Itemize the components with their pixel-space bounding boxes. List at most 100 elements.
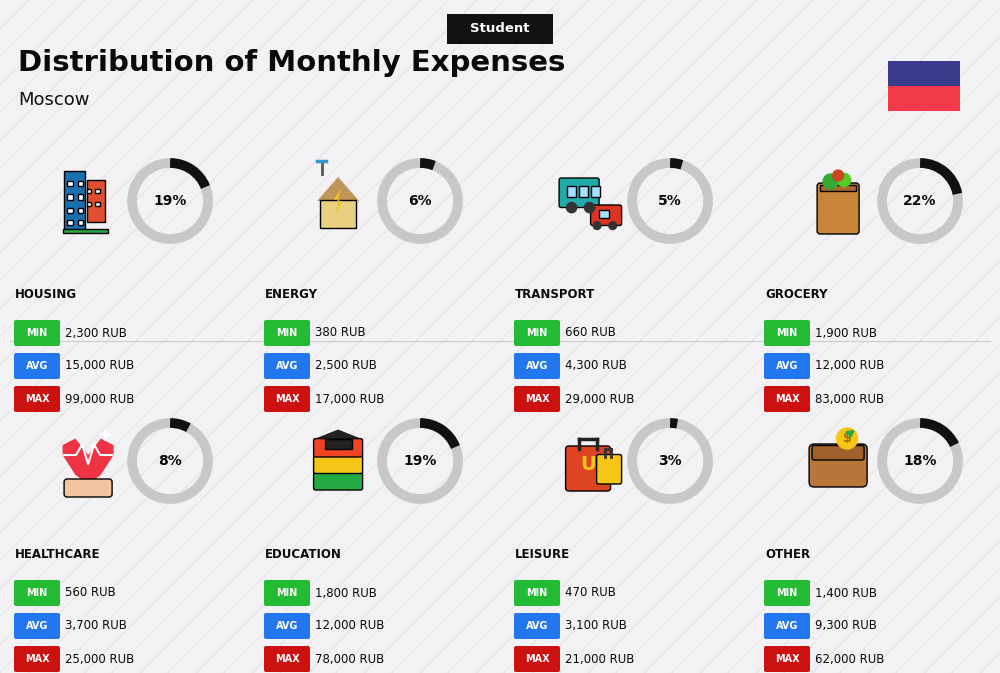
- Polygon shape: [63, 439, 114, 485]
- FancyBboxPatch shape: [78, 194, 83, 199]
- FancyBboxPatch shape: [67, 219, 73, 225]
- Text: MAX: MAX: [525, 654, 549, 664]
- Text: 9,300 RUB: 9,300 RUB: [815, 620, 877, 633]
- Text: 25,000 RUB: 25,000 RUB: [65, 653, 134, 666]
- Text: 18%: 18%: [903, 454, 937, 468]
- FancyBboxPatch shape: [14, 613, 60, 639]
- Text: MIN: MIN: [776, 588, 798, 598]
- FancyBboxPatch shape: [64, 171, 85, 231]
- FancyBboxPatch shape: [764, 580, 810, 606]
- Text: Student: Student: [470, 22, 530, 36]
- Text: EDUCATION: EDUCATION: [265, 548, 342, 561]
- FancyBboxPatch shape: [67, 194, 73, 199]
- Text: 99,000 RUB: 99,000 RUB: [65, 392, 134, 406]
- Text: MIN: MIN: [526, 588, 548, 598]
- FancyBboxPatch shape: [314, 472, 363, 490]
- Text: 3,700 RUB: 3,700 RUB: [65, 620, 127, 633]
- FancyBboxPatch shape: [14, 580, 60, 606]
- Text: MAX: MAX: [775, 394, 799, 404]
- FancyBboxPatch shape: [566, 446, 611, 491]
- FancyBboxPatch shape: [78, 180, 83, 186]
- Polygon shape: [316, 429, 361, 439]
- Text: Moscow: Moscow: [18, 91, 90, 109]
- Text: 83,000 RUB: 83,000 RUB: [815, 392, 884, 406]
- FancyBboxPatch shape: [812, 446, 864, 460]
- FancyBboxPatch shape: [314, 455, 363, 474]
- FancyBboxPatch shape: [597, 454, 622, 484]
- Text: 2,500 RUB: 2,500 RUB: [315, 359, 377, 372]
- Circle shape: [823, 174, 838, 189]
- Polygon shape: [317, 177, 359, 201]
- FancyBboxPatch shape: [591, 205, 622, 225]
- Text: 2,300 RUB: 2,300 RUB: [65, 326, 127, 339]
- Text: $: $: [843, 432, 851, 445]
- Text: MAX: MAX: [775, 654, 799, 664]
- FancyBboxPatch shape: [514, 320, 560, 346]
- FancyBboxPatch shape: [264, 353, 310, 379]
- Polygon shape: [334, 189, 343, 215]
- Circle shape: [833, 170, 844, 181]
- FancyBboxPatch shape: [888, 86, 960, 111]
- Text: 660 RUB: 660 RUB: [565, 326, 616, 339]
- Text: AVG: AVG: [276, 361, 298, 371]
- Text: Distribution of Monthly Expenses: Distribution of Monthly Expenses: [18, 49, 565, 77]
- Text: HEALTHCARE: HEALTHCARE: [15, 548, 100, 561]
- FancyBboxPatch shape: [567, 186, 576, 197]
- FancyBboxPatch shape: [314, 439, 363, 457]
- FancyBboxPatch shape: [514, 386, 560, 412]
- FancyBboxPatch shape: [95, 202, 100, 207]
- FancyBboxPatch shape: [447, 14, 552, 44]
- Text: 15,000 RUB: 15,000 RUB: [65, 359, 134, 372]
- Text: MIN: MIN: [26, 588, 48, 598]
- FancyBboxPatch shape: [591, 186, 600, 197]
- FancyBboxPatch shape: [87, 202, 91, 207]
- Text: 470 RUB: 470 RUB: [565, 586, 616, 600]
- FancyBboxPatch shape: [14, 353, 60, 379]
- Text: MIN: MIN: [276, 588, 298, 598]
- Text: ENERGY: ENERGY: [265, 289, 318, 302]
- Circle shape: [566, 203, 577, 213]
- Text: AVG: AVG: [526, 621, 548, 631]
- FancyBboxPatch shape: [14, 320, 60, 346]
- FancyBboxPatch shape: [514, 353, 560, 379]
- Text: 12,000 RUB: 12,000 RUB: [315, 620, 384, 633]
- FancyBboxPatch shape: [764, 386, 810, 412]
- FancyBboxPatch shape: [320, 199, 356, 228]
- FancyBboxPatch shape: [64, 479, 112, 497]
- Text: MAX: MAX: [275, 394, 299, 404]
- Text: OTHER: OTHER: [765, 548, 810, 561]
- FancyBboxPatch shape: [809, 444, 867, 487]
- Text: 8%: 8%: [158, 454, 182, 468]
- Text: 12,000 RUB: 12,000 RUB: [815, 359, 884, 372]
- FancyBboxPatch shape: [764, 353, 810, 379]
- Text: 1,800 RUB: 1,800 RUB: [315, 586, 377, 600]
- Text: MIN: MIN: [26, 328, 48, 338]
- Text: 78,000 RUB: 78,000 RUB: [315, 653, 384, 666]
- Text: MIN: MIN: [276, 328, 298, 338]
- Text: AVG: AVG: [776, 361, 798, 371]
- FancyBboxPatch shape: [559, 178, 599, 207]
- Text: 3%: 3%: [658, 454, 682, 468]
- FancyBboxPatch shape: [264, 386, 310, 412]
- FancyBboxPatch shape: [764, 613, 810, 639]
- Text: MIN: MIN: [526, 328, 548, 338]
- Text: 1,400 RUB: 1,400 RUB: [815, 586, 877, 600]
- FancyBboxPatch shape: [888, 61, 960, 86]
- Text: TRANSPORT: TRANSPORT: [515, 289, 595, 302]
- Circle shape: [837, 428, 858, 449]
- FancyBboxPatch shape: [87, 188, 91, 193]
- Text: 380 RUB: 380 RUB: [315, 326, 366, 339]
- Circle shape: [609, 221, 617, 229]
- Circle shape: [584, 203, 595, 213]
- Text: U: U: [580, 454, 596, 474]
- FancyBboxPatch shape: [514, 646, 560, 672]
- Text: 29,000 RUB: 29,000 RUB: [565, 392, 634, 406]
- Text: 21,000 RUB: 21,000 RUB: [565, 653, 634, 666]
- FancyBboxPatch shape: [264, 580, 310, 606]
- FancyBboxPatch shape: [14, 646, 60, 672]
- FancyBboxPatch shape: [63, 229, 108, 232]
- Text: 1,900 RUB: 1,900 RUB: [815, 326, 877, 339]
- FancyBboxPatch shape: [78, 207, 83, 213]
- FancyBboxPatch shape: [264, 613, 310, 639]
- FancyBboxPatch shape: [764, 646, 810, 672]
